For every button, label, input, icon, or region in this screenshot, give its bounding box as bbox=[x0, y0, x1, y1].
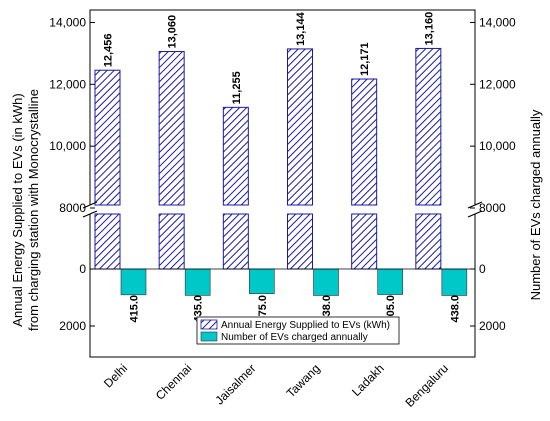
energy-bar-lower bbox=[351, 213, 378, 270]
axis-break-mark bbox=[467, 201, 483, 209]
ev-data-label: 438.0 bbox=[449, 295, 461, 323]
category-tick-label: Jaisalmer bbox=[212, 361, 258, 407]
left-tick-label: 0 bbox=[79, 262, 86, 276]
energy-data-label: 12,456 bbox=[103, 34, 115, 68]
right-tick-label: 12,000 bbox=[479, 77, 516, 91]
energy-bar bbox=[415, 47, 442, 206]
bars-layer: 12,456 415.0 13,060 435.0 11,255 375.0 13,144 4… bbox=[94, 11, 468, 323]
right-tick-label: 10,000 bbox=[479, 139, 516, 153]
ev-count-bar bbox=[313, 268, 339, 296]
left-tick-label: 12,000 bbox=[49, 77, 86, 91]
energy-data-label: 12,171 bbox=[359, 42, 371, 76]
category-tick-label: Delhi bbox=[101, 361, 130, 390]
energy-bar bbox=[287, 48, 313, 206]
category-tick-label: Bengaluru bbox=[402, 361, 451, 410]
energy-bar-lower bbox=[94, 213, 121, 270]
ev-count-bar bbox=[441, 268, 468, 296]
energy-bar bbox=[94, 69, 121, 206]
legend-label-evs: Number of EVs charged annually bbox=[221, 332, 368, 343]
right-tick-label: 14,000 bbox=[479, 15, 516, 29]
ev-data-label: 405.0 bbox=[385, 295, 397, 323]
axis-break-mark bbox=[467, 210, 483, 218]
category-tick-label: Chennai bbox=[153, 361, 195, 403]
ev-data-label: 438.0 bbox=[321, 295, 333, 323]
left-tick-label: 14,000 bbox=[49, 15, 86, 29]
energy-data-label: 13,144 bbox=[295, 11, 307, 46]
ev-data-label: 435.0 bbox=[193, 295, 205, 323]
category-tick-label: Tawang bbox=[284, 361, 323, 400]
energy-bar bbox=[351, 78, 378, 206]
right-tick-label: 8000 bbox=[479, 201, 506, 215]
ev-count-bar bbox=[120, 268, 147, 296]
ev-data-label: 375.0 bbox=[257, 295, 269, 323]
axis-break-mark bbox=[82, 210, 98, 218]
y2-axis-label: Number of EVs charged annually bbox=[528, 109, 543, 300]
y-axis-label-line2: from charging station with Monocrystalli… bbox=[26, 89, 41, 331]
legend-swatch-evs bbox=[200, 331, 218, 342]
energy-data-label: 13,060 bbox=[167, 15, 179, 49]
energy-bar bbox=[158, 51, 185, 206]
y-axis-label-line1: Annual Energy Supplied to EVs (in kWh) bbox=[10, 93, 25, 326]
energy-bar bbox=[222, 106, 249, 206]
ev-count-bar bbox=[249, 268, 275, 294]
energy-bar-lower bbox=[415, 213, 442, 270]
legend-box bbox=[196, 316, 400, 345]
energy-bar-lower bbox=[287, 213, 313, 270]
left-tick-label: 2000 bbox=[59, 319, 86, 333]
ev-count-bar bbox=[377, 268, 403, 295]
right-tick-label: 2000 bbox=[479, 319, 506, 333]
category-tick-label: Ladakh bbox=[349, 361, 387, 399]
legend-swatch-energy bbox=[200, 319, 218, 330]
ev-count-bar bbox=[184, 268, 211, 296]
ev-data-label: 415.0 bbox=[129, 295, 141, 323]
energy-bar-lower bbox=[158, 213, 185, 270]
energy-data-label: 13,160 bbox=[423, 12, 435, 46]
energy-bar-lower bbox=[222, 213, 249, 270]
right-tick-label: 0 bbox=[479, 262, 486, 276]
left-tick-label: 8000 bbox=[59, 201, 86, 215]
plot-border bbox=[89, 9, 476, 358]
legend: Annual Energy Supplied to EVs (kWh) Numb… bbox=[196, 316, 400, 345]
axis-break-mark bbox=[82, 201, 98, 209]
left-tick-label: 10,000 bbox=[49, 139, 86, 153]
legend-label-energy: Annual Energy Supplied to EVs (kWh) bbox=[221, 320, 390, 331]
plot-frame bbox=[84, 9, 481, 358]
energy-data-label: 11,255 bbox=[231, 71, 243, 104]
axis-break-gap bbox=[84, 205, 481, 214]
